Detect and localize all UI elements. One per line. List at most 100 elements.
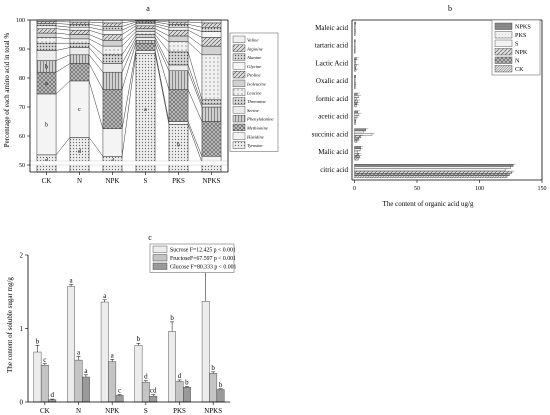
bar-pks: [354, 77, 356, 80]
bar-ck: [354, 122, 356, 125]
bar-fructose: [141, 381, 150, 403]
stack-connector: [88, 43, 104, 55]
legend-label: NPK: [515, 49, 528, 56]
bar-s: [354, 115, 358, 118]
significance-letter: b: [211, 364, 215, 372]
legend-label: PKS: [515, 32, 527, 39]
legend-swatch: [232, 88, 246, 96]
stack-segment-proline: [135, 25, 156, 29]
stack-connector: [88, 29, 104, 35]
y-category-label: citric acid: [320, 166, 348, 174]
bar-n: [354, 137, 360, 141]
stack-connector: [55, 63, 71, 73]
stack-segment-methionine: [135, 42, 156, 51]
bar-pks: [354, 95, 359, 98]
x-tick-label: 150: [538, 186, 547, 192]
stack-segment-threonine: [102, 54, 123, 64]
bar-n: [354, 102, 358, 105]
stack-connector: [121, 28, 137, 41]
stack-segment-phenylalanine: [102, 71, 123, 90]
significance-letter: cd: [150, 387, 157, 395]
panel-c-legend: Sucrose F=12.425 p < 0.001 FructoseF=67.5…: [149, 243, 237, 273]
legend-swatch: [232, 123, 246, 132]
legend-label: Leucine: [246, 90, 262, 95]
significance-letter: b: [185, 379, 189, 387]
stack-segment-proline: [168, 29, 189, 37]
legend-label: Glucose F=80.333 p < 0.001: [170, 265, 237, 271]
panel-a-plot-area: dddabdbcab5060708090100CKNNPKSPKSNPKS: [16, 18, 231, 185]
significance-letter: d: [50, 391, 54, 399]
stack-connector: [122, 20, 136, 24]
bar-n: [354, 173, 510, 176]
chart-panel-b: b The content of organic acid ug/g Malei…: [312, 4, 547, 208]
stack-connector: [187, 35, 203, 47]
x-tick-label: 50: [414, 186, 420, 192]
panel-a-legend: Valine Arginine Alanine Glycine Proline Isole…: [229, 32, 279, 152]
stack-segment-histidine: [135, 50, 156, 54]
stack-segment-alanine: [69, 24, 90, 28]
bar-glucose: [149, 395, 158, 403]
legend-swatch: [232, 106, 246, 114]
y-tick-label: 90: [19, 47, 25, 53]
stack-segment-phenylalanine: [201, 106, 222, 122]
significance-letter: b: [45, 122, 48, 128]
stack-segment-alanine: [102, 26, 123, 31]
stack-connector: [154, 43, 170, 90]
stack-segment-glycine: [135, 23, 156, 27]
bar-n: [354, 119, 356, 123]
stack-segment-threonine: [36, 42, 57, 51]
significance-letter: b: [177, 143, 180, 149]
stack-segment-phenylalanine: [69, 54, 90, 64]
stack-segment-isoleucine: [201, 45, 222, 56]
y-category-label: tartaric acid: [315, 42, 349, 50]
y-category-label: succinic acid: [312, 130, 349, 138]
x-tick-label: N: [77, 177, 82, 185]
stack-segment-isoleucine: [102, 40, 123, 47]
stack-connector: [187, 64, 203, 105]
stack-connector: [121, 43, 137, 90]
stack-segment-serine: [102, 63, 123, 73]
bar-ck: [354, 157, 359, 161]
x-tick-label: NPKS: [204, 407, 222, 415]
stack-segment-glycine: [102, 29, 123, 35]
bar-n: [354, 48, 356, 52]
y-category-label: Lactic Acid: [316, 59, 349, 67]
x-tick-label: 0: [353, 186, 356, 192]
bar-pks: [354, 41, 356, 45]
stack-connector: [188, 21, 202, 24]
stack-segment-serine: [36, 50, 57, 61]
bar-s: [354, 168, 506, 172]
bar-npk: [354, 135, 361, 138]
stack-connector: [88, 80, 104, 129]
bar-pks: [354, 112, 360, 116]
stack-segment-valine: [102, 19, 123, 24]
bar-n: [354, 84, 356, 87]
legend-label: S: [515, 41, 519, 48]
panel-c-label: c: [148, 233, 152, 242]
stack-connector: [154, 53, 170, 125]
stack-segment-serine: [69, 47, 90, 56]
significance-letter: b: [219, 381, 223, 389]
stack-segment-serine: [135, 37, 156, 41]
stack-segment-methionine: [102, 89, 123, 129]
stack-connector: [55, 80, 71, 95]
y-tick-label: 2: [20, 252, 24, 260]
stack-segment-glycine: [168, 27, 189, 31]
stack-connector: [88, 54, 104, 73]
stack-segment-threonine: [201, 99, 222, 105]
bar-fructose: [209, 373, 218, 403]
stack-segment-histidine: [168, 121, 189, 125]
y-category-label: Oxalic acid: [316, 77, 349, 85]
legend-swatch: [232, 70, 246, 79]
bar-glucose: [183, 387, 191, 403]
y-tick-label: 0: [20, 399, 24, 407]
significance-letter: c: [78, 107, 81, 113]
stack-connector: [121, 21, 137, 27]
panel-c-plot-area: bcdCKaaaNaacNPKbdcdSbdbPKSabbNPKS012: [20, 252, 230, 415]
bar-pks: [354, 59, 357, 63]
legend-label: Alanine: [246, 55, 261, 60]
bar-ck: [354, 140, 358, 143]
bar-glucose: [115, 395, 124, 403]
